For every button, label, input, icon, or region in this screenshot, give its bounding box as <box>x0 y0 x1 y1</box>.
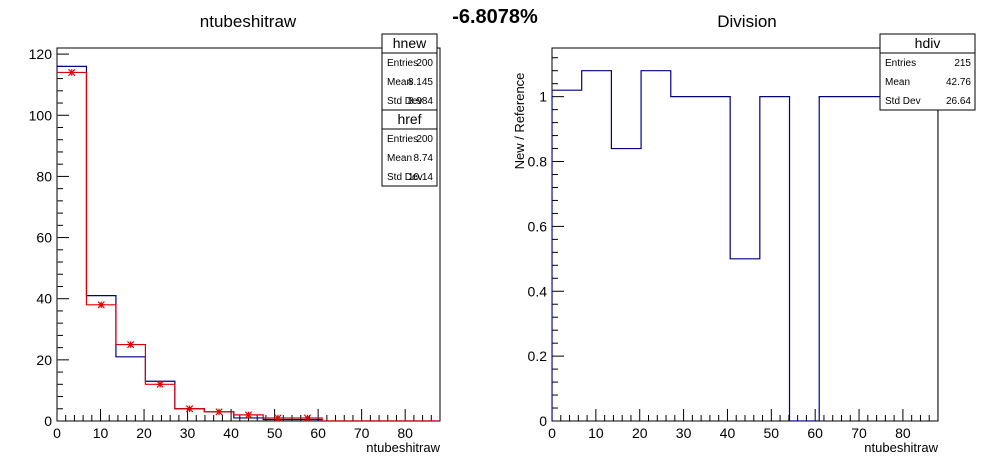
y-tick-label: 120 <box>29 46 53 62</box>
stat-box-title: href <box>397 111 421 127</box>
marker-stroke <box>68 68 76 77</box>
stat-row-value: 8.74 <box>414 153 434 164</box>
stat-row-value: 10.14 <box>408 172 433 183</box>
y-tick-label: 0.8 <box>528 154 548 170</box>
chart-title: Division <box>717 12 777 31</box>
x-tick-label: 50 <box>764 425 780 441</box>
stat-row-label: Std Dev <box>387 172 423 183</box>
series-href-marker <box>185 405 194 413</box>
x-tick-label: 70 <box>354 425 370 441</box>
x-tick-label: 30 <box>676 425 692 441</box>
x-tick-label: 50 <box>267 425 283 441</box>
stat-box-title: hnew <box>393 35 427 51</box>
x-tick-label: 0 <box>53 425 61 441</box>
difference-percent-title: -6.8078% <box>452 6 538 28</box>
marker-stroke <box>185 405 194 413</box>
stat-row-value: 215 <box>954 58 971 69</box>
stat-row-label: Entries <box>885 58 916 69</box>
marker-stroke <box>127 340 135 349</box>
stat-row-label: Entries <box>387 58 418 69</box>
x-tick-label: 70 <box>851 425 867 441</box>
series-href-marker <box>303 414 312 422</box>
y-tick-label: 0.6 <box>528 218 548 234</box>
x-tick-label: 60 <box>807 425 823 441</box>
series-href-marker <box>156 380 164 388</box>
y-tick-label: 0 <box>539 413 547 429</box>
stat-row-value: 42.76 <box>946 77 971 88</box>
marker-stroke <box>156 380 164 388</box>
marker-stroke <box>303 414 312 422</box>
stat-row-value: 26.64 <box>946 96 971 107</box>
chart-title: ntubeshitraw <box>200 12 297 31</box>
x-tick-label: 10 <box>93 425 109 441</box>
stat-row-label: Mean <box>885 77 910 88</box>
stat-row-label: Std Dev <box>885 96 921 107</box>
series-href-marker <box>215 408 223 416</box>
left-histogram-frame: ntubeshitraw 0 10 20 30 40 50 60 70 80 0 20 40 60 80 10… <box>29 12 441 455</box>
series-hdiv-step-line <box>552 70 938 421</box>
series-href-marker <box>274 414 282 422</box>
stat-box-frame <box>381 109 438 187</box>
marker-stroke <box>244 411 253 419</box>
x-tick-label: 80 <box>397 425 413 441</box>
stat-row-value: 200 <box>416 58 433 69</box>
marker-stroke <box>215 408 223 416</box>
right-histogram-frame: Division 0 10 20 30 40 50 60 70 80 0 0.2 0.4 0.6 0.8 1 n… <box>512 12 976 455</box>
series-href-marker <box>244 411 253 419</box>
stat-row-label: Mean <box>387 153 412 164</box>
y-tick-label: 0.2 <box>528 348 548 364</box>
y-tick-label: 80 <box>36 168 52 184</box>
x-tick-label: 20 <box>136 425 152 441</box>
stat-box-title: hdiv <box>915 35 941 51</box>
series-href-marker <box>68 68 76 77</box>
stat-box-frame <box>879 33 976 111</box>
stat-row-value: 200 <box>416 134 433 145</box>
y-tick-label: 0.4 <box>528 283 548 299</box>
stat-row-value: 8.145 <box>408 77 433 88</box>
stat-row-value: 8.984 <box>408 96 433 107</box>
y-tick-label: 20 <box>36 352 52 368</box>
series-href-marker <box>127 340 135 349</box>
x-tick-label: 20 <box>632 425 648 441</box>
y-tick-label: 0 <box>44 413 52 429</box>
x-tick-label: 60 <box>310 425 326 441</box>
series-href-marker <box>97 301 105 309</box>
y-tick-label: 60 <box>36 230 52 246</box>
x-tick-label: 40 <box>720 425 736 441</box>
y-tick-label: 40 <box>36 291 52 307</box>
x-axis-label: ntubeshitraw <box>366 440 440 455</box>
y-tick-label: 100 <box>29 107 53 123</box>
x-tick-label: 80 <box>895 425 911 441</box>
stat-row-label: Mean <box>387 77 412 88</box>
marker-stroke <box>274 414 282 422</box>
stat-row-label: Std Dev <box>387 96 423 107</box>
x-tick-label: 40 <box>223 425 239 441</box>
x-tick-label: 10 <box>588 425 604 441</box>
x-tick-label: 30 <box>180 425 196 441</box>
marker-stroke <box>97 301 105 309</box>
stat-row-label: Entries <box>387 134 418 145</box>
x-axis-label: ntubeshitraw <box>864 440 938 455</box>
x-tick-label: 0 <box>548 425 556 441</box>
y-tick-label: 1 <box>539 89 547 105</box>
y-axis-label: New / Reference <box>512 73 527 170</box>
series-href-step-line <box>57 71 440 421</box>
stat-box-hdiv: hdiv Entries 215 Mean 42.76 Std Dev 26.64 <box>879 33 976 111</box>
stat-box-frame <box>381 33 438 111</box>
